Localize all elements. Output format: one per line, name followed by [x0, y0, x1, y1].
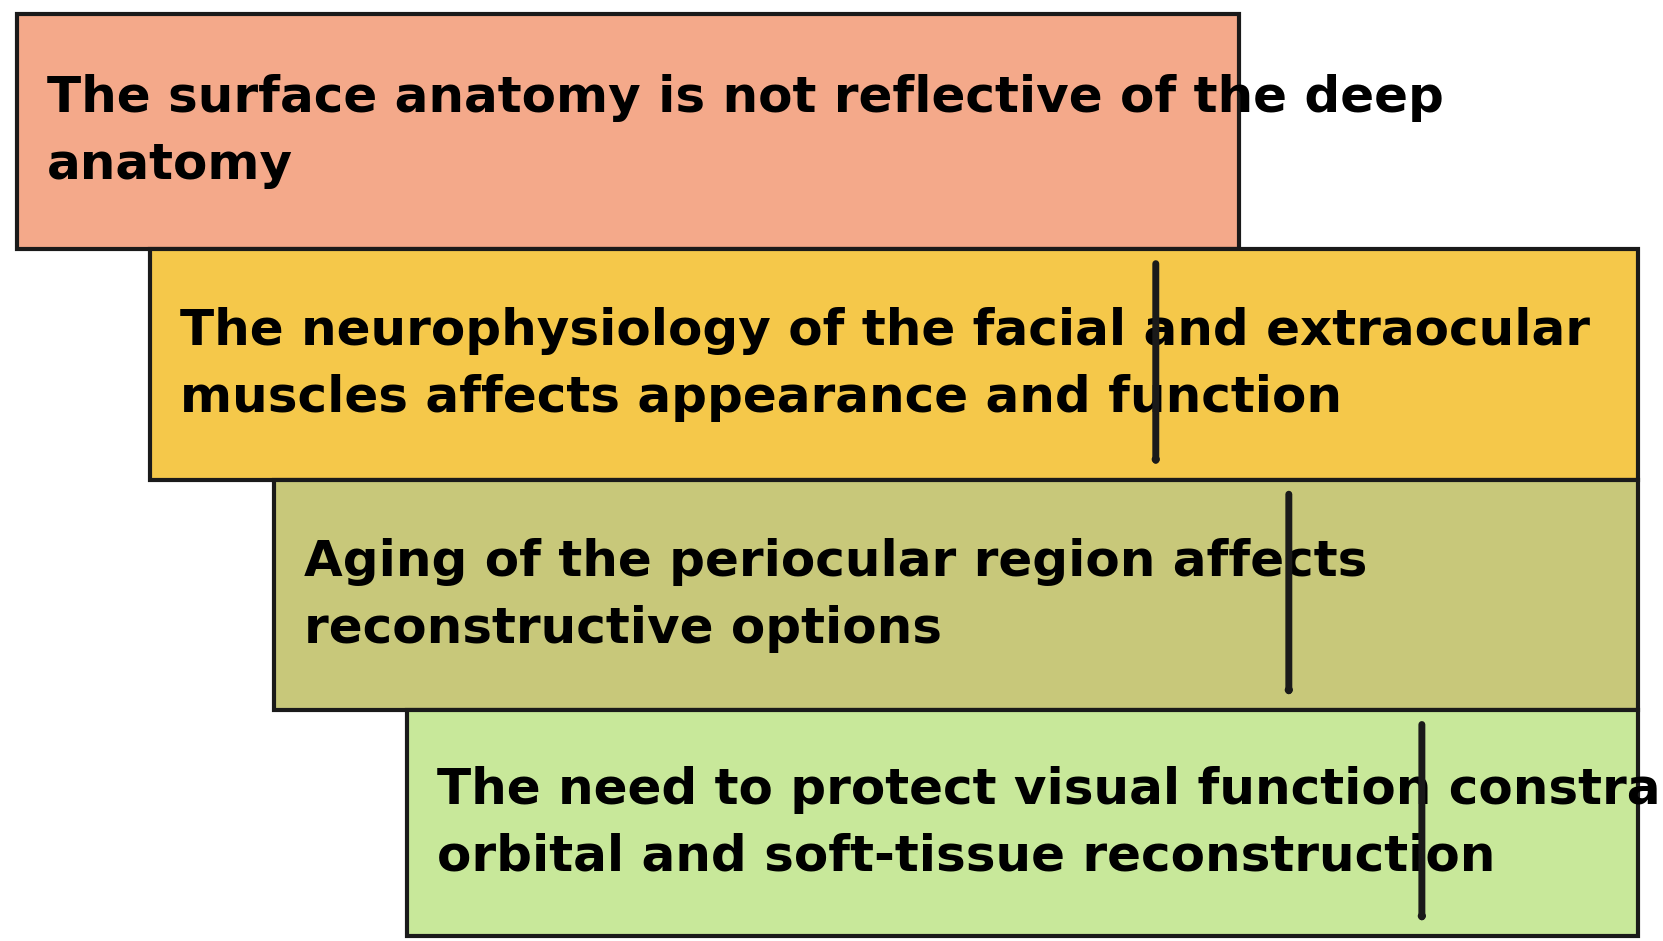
- Bar: [17, 14, 1239, 249]
- Text: The surface anatomy is not reflective of the deep
anatomy: The surface anatomy is not reflective of…: [47, 74, 1443, 189]
- Bar: [274, 480, 1638, 710]
- Bar: [407, 710, 1638, 936]
- Text: The neurophysiology of the facial and extraocular
muscles affects appearance and: The neurophysiology of the facial and ex…: [180, 307, 1590, 423]
- Text: Aging of the periocular region affects
reconstructive options: Aging of the periocular region affects r…: [304, 537, 1367, 653]
- Text: The need to protect visual function constrains
orbital and soft-tissue reconstru: The need to protect visual function cons…: [437, 766, 1663, 881]
- Bar: [150, 249, 1638, 480]
